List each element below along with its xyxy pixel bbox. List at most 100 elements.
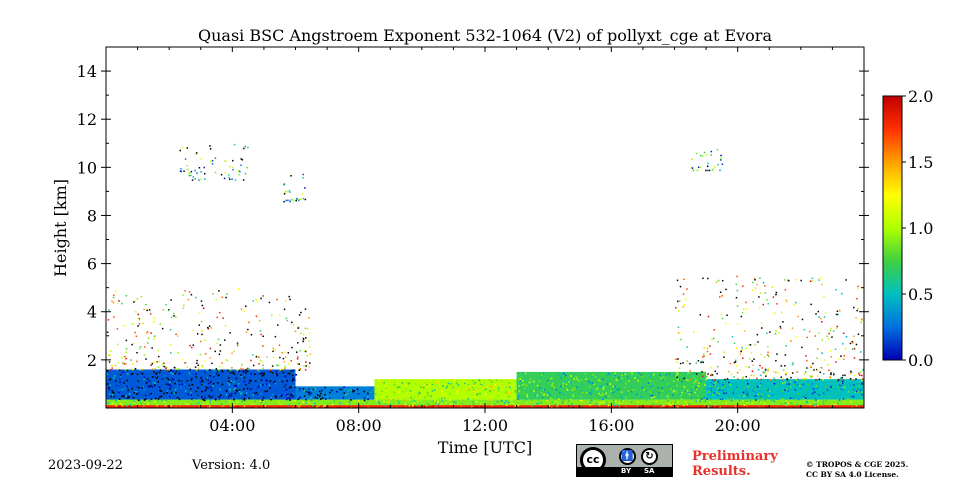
layer-speckle: [167, 378, 170, 381]
layer-speckle: [419, 404, 422, 407]
scatter-early-aloft-aerosol: [271, 314, 273, 317]
layer-speckle: [506, 406, 509, 408]
scatter-evening-aloft-aerosol: [842, 379, 845, 381]
scatter-evening-aloft-aerosol: [853, 335, 855, 338]
scatter-evening-aloft-aerosol: [714, 370, 716, 373]
layer-speckle: [259, 392, 262, 395]
layer-speckle: [701, 392, 704, 394]
layer-speckle: [230, 380, 233, 383]
layer-speckle: [172, 373, 174, 375]
layer-speckle: [759, 399, 761, 402]
scatter-evening-aloft-aerosol: [683, 377, 685, 380]
scatter-evening-aloft-aerosol: [827, 364, 829, 366]
scatter-evening-aloft-aerosol: [775, 293, 777, 296]
layer-speckle: [501, 381, 504, 383]
layer-speckle: [774, 379, 777, 382]
scatter-early-aloft-aerosol: [148, 309, 151, 311]
scatter-cirrus-patch-night: [194, 178, 196, 180]
layer-speckle: [413, 400, 416, 403]
layer-speckle: [435, 390, 437, 392]
layer-speckle: [589, 402, 592, 404]
scatter-evening-aloft-aerosol: [818, 332, 820, 334]
scatter-early-aloft-aerosol: [114, 364, 117, 367]
layer-speckle: [408, 399, 411, 402]
scatter-evening-aloft-aerosol: [735, 296, 738, 299]
scatter-evening-aloft-aerosol: [806, 336, 808, 339]
scatter-early-aloft-aerosol: [287, 352, 290, 354]
layer-speckle: [180, 386, 183, 389]
layer-speckle: [232, 372, 234, 374]
scatter-evening-aloft-aerosol: [850, 371, 853, 373]
layer-speckle: [860, 406, 863, 408]
layer-speckle: [828, 390, 831, 393]
layer-speckle: [276, 373, 278, 375]
scatter-evening-aloft-aerosol: [840, 355, 842, 357]
layer-speckle: [773, 400, 776, 403]
layer-speckle: [372, 390, 374, 393]
layer-speckle: [620, 377, 623, 379]
scatter-evening-aloft-aerosol: [707, 373, 709, 375]
layer-speckle: [794, 389, 797, 391]
layer-speckle: [656, 393, 659, 396]
scatter-evening-aloft-aerosol: [853, 357, 856, 359]
layer-speckle: [291, 394, 294, 397]
layer-speckle: [568, 387, 571, 390]
scatter-evening-aloft-aerosol: [703, 373, 705, 375]
layer-speckle: [312, 388, 314, 391]
layer-speckle: [286, 380, 288, 382]
layer-speckle: [627, 390, 629, 392]
layer-speckle: [734, 405, 737, 408]
layer-speckle: [144, 398, 147, 401]
layer-speckle: [290, 392, 293, 395]
layer-speckle: [719, 406, 722, 408]
scatter-early-aloft-aerosol: [138, 368, 141, 371]
scatter-cirrus-patch-evening: [701, 155, 704, 157]
layer-speckle: [143, 376, 146, 379]
layer-speckle: [196, 395, 199, 398]
layer-speckle: [728, 406, 731, 408]
scatter-evening-aloft-aerosol: [757, 368, 760, 371]
layer-speckle: [352, 397, 355, 400]
scatter-early-aloft-aerosol: [196, 362, 198, 365]
scatter-early-aloft-aerosol: [296, 358, 299, 360]
scatter-cirrus-patch-6h: [285, 199, 287, 202]
scatter-early-aloft-aerosol: [242, 368, 244, 370]
scatter-early-aloft-aerosol: [240, 367, 242, 370]
scatter-early-aloft-aerosol: [165, 303, 167, 306]
scatter-early-aloft-aerosol: [153, 361, 156, 364]
layer-speckle: [454, 379, 456, 382]
scatter-early-aloft-aerosol: [262, 364, 264, 367]
scatter-early-aloft-aerosol: [143, 354, 146, 356]
scatter-early-aloft-aerosol: [252, 364, 255, 367]
layer-speckle: [672, 394, 674, 396]
layer-speckle: [653, 403, 656, 405]
layer-speckle: [554, 399, 557, 402]
copyright-line-2: CC BY SA 4.0 License.: [806, 470, 899, 479]
layer-speckle: [699, 387, 702, 390]
layer-speckle: [490, 404, 493, 406]
layer-speckle: [666, 372, 669, 375]
layer-speckle: [643, 388, 646, 391]
layer-speckle: [298, 402, 300, 405]
layer-speckle: [248, 397, 250, 400]
scatter-evening-aloft-aerosol: [735, 365, 738, 367]
layer-speckle: [662, 404, 665, 407]
layer-speckle: [707, 391, 710, 393]
layer-speckle: [171, 378, 174, 380]
scatter-cirrus-patch-night: [224, 171, 227, 174]
scatter-early-aloft-aerosol: [297, 327, 299, 329]
scatter-early-aloft-aerosol: [109, 350, 112, 352]
layer-speckle: [710, 389, 713, 392]
scatter-evening-aloft-aerosol: [733, 361, 736, 364]
layer-speckle: [511, 389, 514, 392]
layer-speckle: [157, 400, 159, 402]
layer-speckle: [254, 380, 257, 382]
layer-speckle: [295, 395, 298, 397]
layer-speckle: [833, 402, 836, 405]
layer-speckle: [284, 383, 287, 386]
layer-speckle: [213, 369, 216, 372]
layer-speckle: [239, 393, 242, 395]
layer-speckle: [862, 392, 864, 395]
layer-speckle: [614, 400, 617, 403]
layer-speckle: [707, 406, 710, 408]
